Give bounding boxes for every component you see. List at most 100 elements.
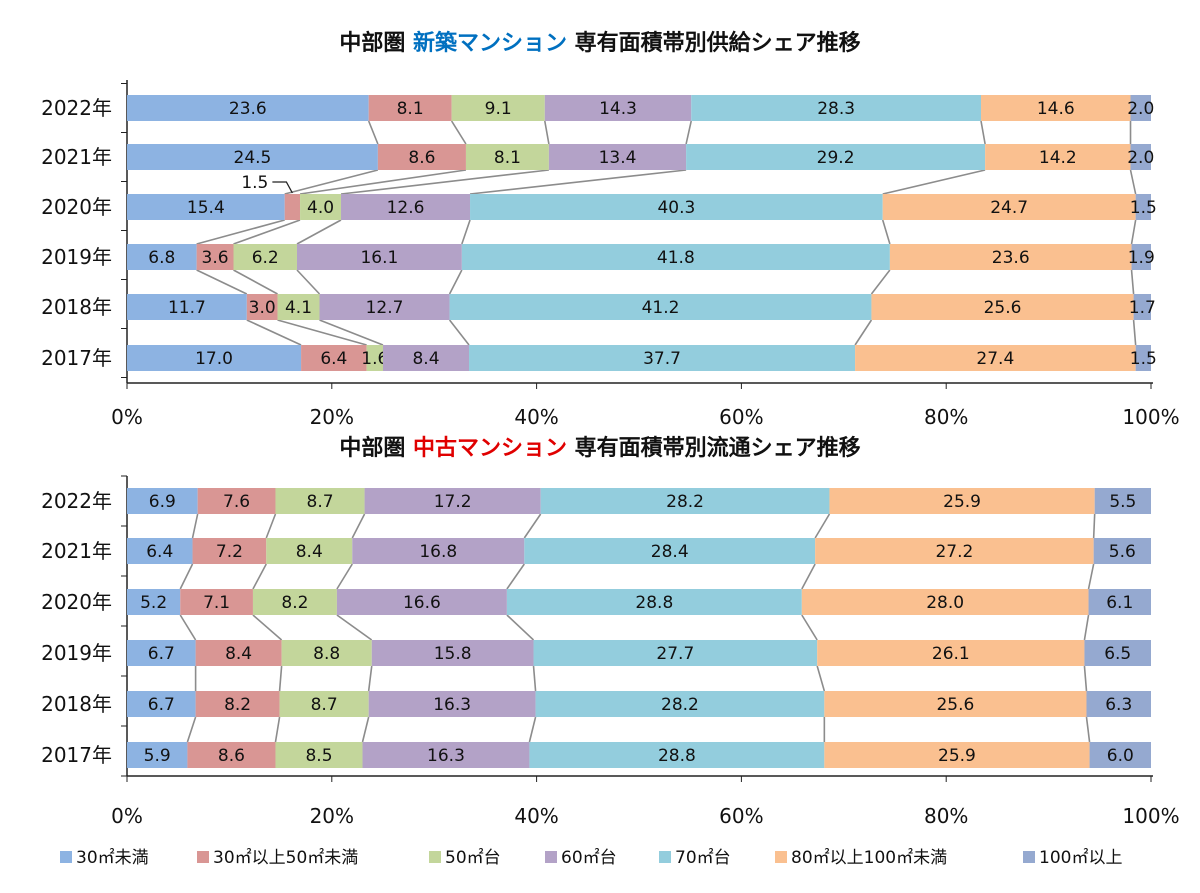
chart-1-connector [233,269,278,295]
chart-2-connector [252,563,267,590]
chart-2-data-label: 5.2 [140,593,167,613]
chart-1-data-label: 6.8 [148,248,175,268]
chart-2-data-label: 15.8 [434,644,472,664]
chart-2-data-label: 8.2 [281,593,308,613]
chart-2-connector [1087,563,1095,590]
chart-1-bar-segment [246,294,278,320]
chart-1-title-part-2: 新築マンション [413,30,567,56]
chart-2-bar-segment [127,589,181,615]
chart-2-bar-segment [192,538,267,564]
chart-2-bar-segment [195,640,282,666]
chart-1-connector [196,219,285,245]
chart-2-data-label: 5.6 [1109,542,1136,562]
chart-2-bar-segment [195,691,280,717]
chart-2-connector [367,665,373,692]
chart-1-data-label: 1.9 [1128,248,1155,268]
chart-1-category-label: 2017年 [41,346,112,370]
chart-1-connector [469,169,687,195]
chart-2-data-label: 17.2 [434,492,472,512]
chart-2-connector [361,716,370,743]
legend-label: 50㎡台 [445,848,501,868]
chart-2-connector [528,716,537,743]
chart-2-bar-segment [279,691,369,717]
chart-2-connector [801,614,818,641]
chart-1-bar-segment [383,345,470,371]
legend-label: 30㎡以上50㎡未満 [213,848,358,868]
chart-1-data-label: 12.7 [366,298,404,318]
chart-2-data-label: 8.6 [218,746,245,766]
chart-1-data-label: 6.4 [320,349,347,369]
chart-2-data-label: 25.6 [936,695,974,715]
chart-2-data-label: 16.3 [427,746,465,766]
chart-1-bar-segment [449,294,872,320]
chart-2-data-label: 27.2 [935,542,973,562]
chart-1-connector [296,269,321,295]
chart-1-bar-segment [277,294,320,320]
chart-1-bar-segment [233,244,297,270]
chart-1-data-label: 37.7 [643,349,681,369]
chart-1-data-label: 12.6 [387,198,425,218]
chart-1-bar-segment [127,144,378,170]
chart-1-bar-segment [127,194,285,220]
chart-1-bar-segment [1131,244,1151,270]
chart-1-data-label: 4.1 [285,298,312,318]
chart-2-bar-segment [127,538,193,564]
chart-2-connector [1092,513,1096,539]
chart-2-data-label: 7.6 [223,492,250,512]
chart-2-bar-segment [275,488,365,514]
chart-2-connector [1083,665,1088,692]
chart-2-x-tick-label: 0% [111,804,143,828]
chart-1-connector [233,219,301,245]
chart-1-connector [882,169,986,195]
chart-2-data-label: 28.8 [635,593,673,613]
chart-1-connector [196,269,248,295]
chart-1-data-label: 8.1 [397,99,424,119]
chart-2-bar-segment [1094,488,1151,514]
chart-1-x-tick-label: 100% [1122,405,1179,429]
chart-1-bar-segment [127,294,247,320]
chart-2-title: 中部圏 中古マンション 専有面積帯別流通シェア推移 [339,435,860,461]
chart-2-category-label: 2022年 [41,489,112,513]
legend-swatch [659,851,671,863]
chart-1-data-label: 11.7 [168,298,206,318]
chart-2-bar-segment [1086,691,1151,717]
chart-1-data-label: 23.6 [229,99,267,119]
chart-1-x-tick-label: 80% [924,405,968,429]
chart-1-bar-segment [985,144,1131,170]
chart-1-connector [340,169,549,195]
chart-2-title-part-2: 中古マンション [413,435,567,461]
chart-2-bar-segment [252,589,337,615]
chart-2-data-label: 8.5 [305,746,332,766]
chart-1-bar-segment [301,345,367,371]
chart-2-data-label: 16.3 [433,695,471,715]
legend-swatch [429,851,441,863]
chart-2-category-label: 2021年 [41,539,112,563]
chart-1-data-label: 14.6 [1037,99,1075,119]
chart-2-connector [1083,614,1090,641]
chart-1-bar-segment [341,194,471,220]
chart-2-connector [814,513,831,539]
chart-1-bar-segment [296,244,462,270]
chart-1-data-label: 3.0 [249,298,276,318]
chart-1-bar-segment [127,95,369,121]
chart-1-bar-segment [871,294,1134,320]
chart-1-connector [544,120,550,145]
chart-2-bar-segment [275,742,363,768]
chart-2-bar-segment [180,589,253,615]
chart-2-bar-segment [364,488,541,514]
chart-2-data-label: 8.2 [224,695,251,715]
chart-2-connector [179,614,197,641]
chart-2-data-label: 6.7 [148,644,175,664]
chart-1-bar-segment [284,194,301,220]
chart-2-bar-segment [506,589,802,615]
chart-2-connector [179,563,194,590]
chart-2-data-label: 16.8 [419,542,457,562]
chart-1-category-label: 2022年 [41,96,112,120]
chart-1-category-label: 2021年 [41,145,112,169]
chart-2-bar-segment [371,640,534,666]
chart-2-x-tick-label: 40% [514,804,558,828]
chart-1-data-label: 14.3 [599,99,637,119]
chart-1-x-tick-label: 20% [310,405,354,429]
